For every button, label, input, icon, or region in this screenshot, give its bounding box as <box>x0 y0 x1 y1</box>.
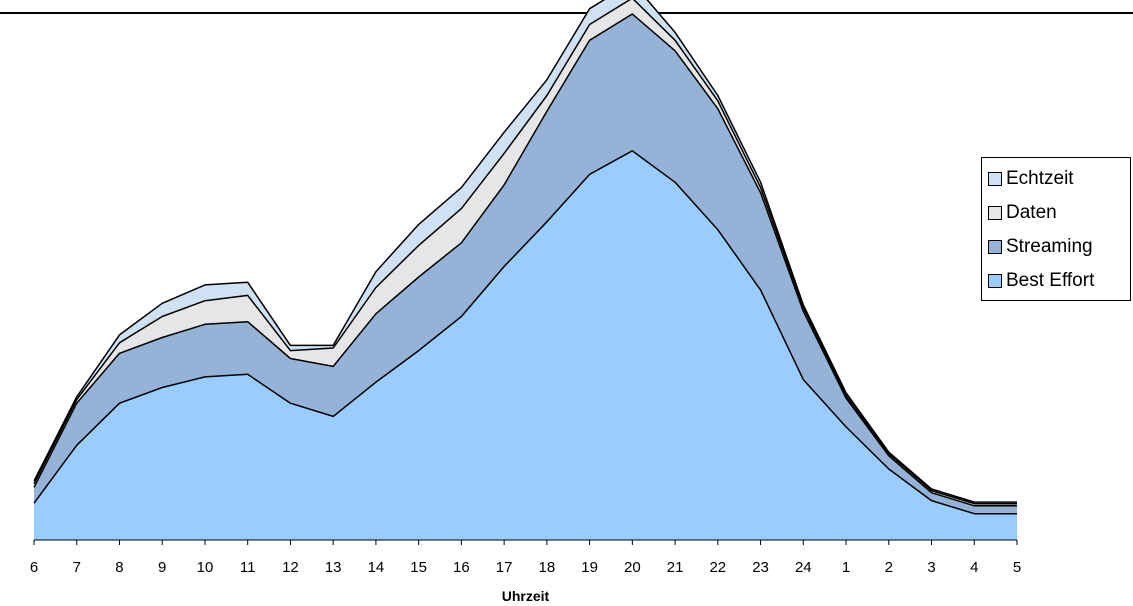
line-streaming <box>33 13 1017 507</box>
x-tick-label: 15 <box>410 559 427 576</box>
x-tick-label: 17 <box>496 559 513 576</box>
legend-label-echtzeit: Echtzeit <box>1006 168 1074 189</box>
x-tick-label: 22 <box>709 559 726 576</box>
x-tick-label: 14 <box>368 559 385 576</box>
legend-swatch-best-effort <box>988 274 1002 288</box>
x-axis-title: Uhrzeit <box>502 588 550 604</box>
x-tick-label: 12 <box>282 559 299 576</box>
area-series-group <box>33 0 1017 541</box>
x-tick-label: 8 <box>115 559 123 576</box>
x-tick-label: 10 <box>197 559 214 576</box>
x-tick-label: 7 <box>73 559 81 576</box>
legend-item-streaming: Streaming <box>982 230 1130 264</box>
x-tick-label: 5 <box>1013 559 1021 576</box>
line-echtzeit <box>33 0 1017 503</box>
legend-item-daten: Daten <box>982 196 1130 230</box>
x-tick-label: 23 <box>752 559 769 576</box>
line-best-effort <box>33 150 1017 515</box>
x-tick-label: 3 <box>927 559 935 576</box>
legend-swatch-daten <box>988 206 1002 220</box>
area-streaming <box>34 14 1017 514</box>
line-daten <box>33 0 1017 505</box>
x-tick-label: 13 <box>325 559 342 576</box>
x-tick-label: 16 <box>453 559 470 576</box>
x-tick-label: 21 <box>667 559 684 576</box>
x-tick-label: 4 <box>970 559 978 576</box>
x-tick-label: 11 <box>240 559 256 576</box>
x-tick-label: 6 <box>30 559 38 576</box>
legend-label-daten: Daten <box>1006 202 1057 223</box>
area-best-effort <box>34 150 1017 541</box>
x-tick-label: 19 <box>581 559 598 576</box>
x-tick-group <box>33 540 1018 545</box>
legend: Echtzeit Daten Streaming Best Effort <box>981 157 1131 301</box>
x-tick-label: 1 <box>842 559 850 576</box>
legend-label-streaming: Streaming <box>1006 236 1093 257</box>
top-border-line <box>0 12 1133 14</box>
x-tick-label: 9 <box>158 559 166 576</box>
legend-swatch-echtzeit <box>988 172 1002 186</box>
x-tick-label: 20 <box>624 559 641 576</box>
x-tick-label: 18 <box>539 559 556 576</box>
legend-label-best-effort: Best Effort <box>1006 270 1095 291</box>
legend-item-echtzeit: Echtzeit <box>982 162 1130 196</box>
x-tick-label: 2 <box>885 559 893 576</box>
x-tick-label: 24 <box>795 559 812 576</box>
legend-swatch-streaming <box>988 240 1002 254</box>
x-tick-label-group: 6 7 8 9 10 11 12 13 14 15 16 17 18 19 20 21 22 23 24 1 2 3 4 5 <box>30 559 1021 576</box>
legend-item-best-effort: Best Effort <box>982 264 1130 298</box>
